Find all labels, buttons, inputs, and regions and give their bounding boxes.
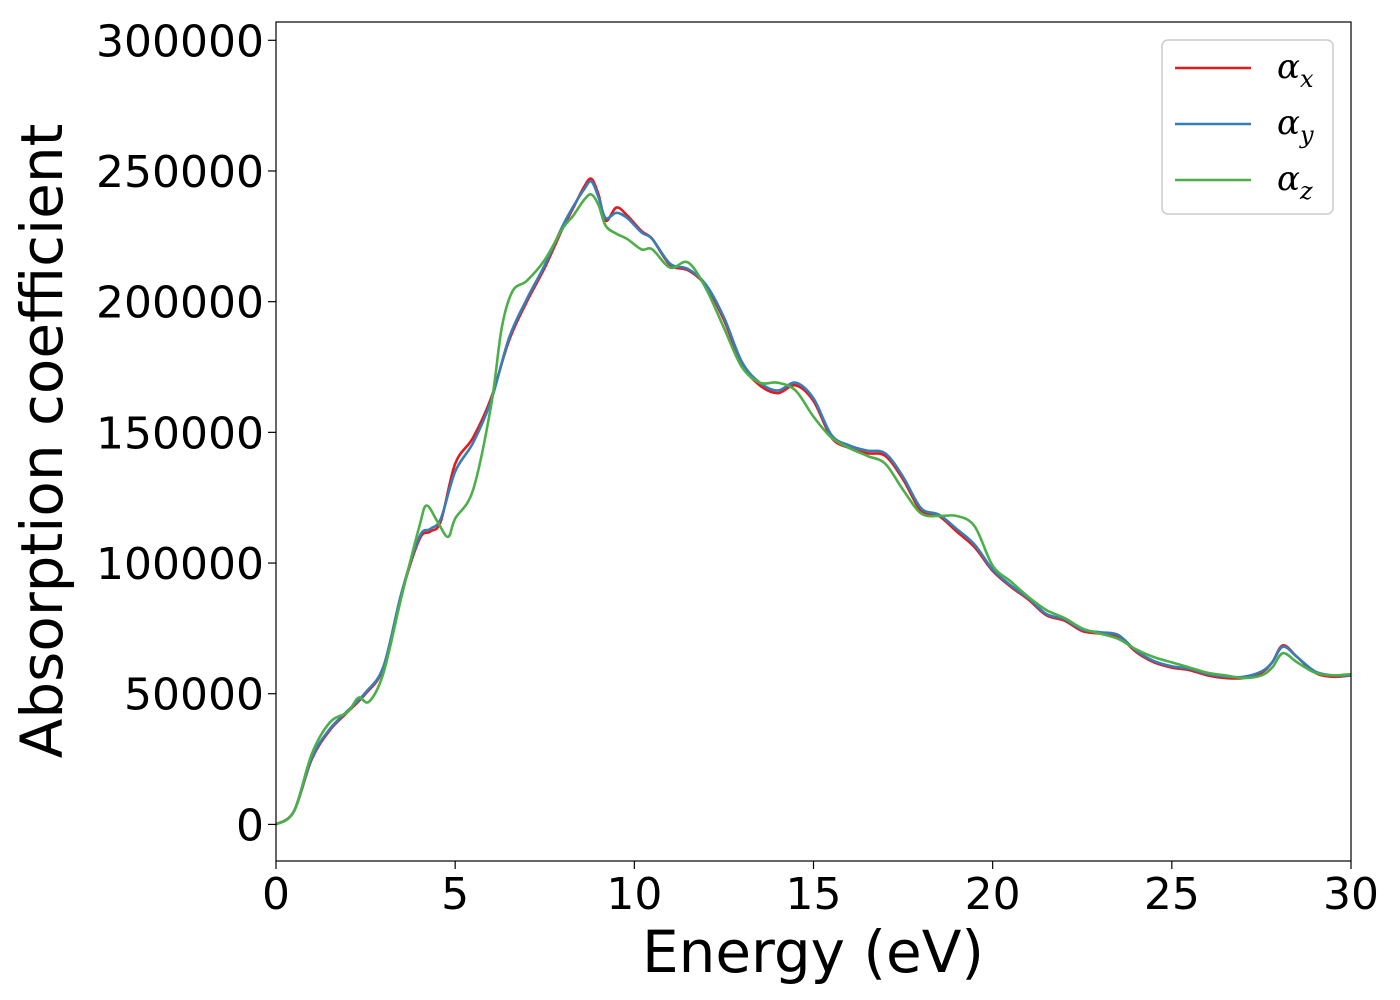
series-layer xyxy=(276,177,1351,826)
y-tick-label: 200000 xyxy=(96,278,264,329)
legend-box xyxy=(1161,39,1334,215)
series-line-alpha-z xyxy=(276,193,1351,826)
y-axis-title: Absorption coefficient xyxy=(8,124,76,759)
x-tick-label: 20 xyxy=(965,869,1021,920)
series-line-alpha-x xyxy=(276,177,1351,826)
x-tick-label: 25 xyxy=(1144,869,1200,920)
y-axis-ticks: 0 50000 100000 150000 200000 250000 300000 xyxy=(96,16,276,851)
x-tick-label: 15 xyxy=(786,869,842,920)
y-tick-label: 300000 xyxy=(96,16,264,67)
y-tick-label: 250000 xyxy=(96,147,264,198)
x-axis-ticks: 0 5 10 15 20 25 30 xyxy=(262,861,1379,920)
y-tick-label: 100000 xyxy=(96,539,264,590)
series-line-alpha-y xyxy=(276,179,1351,826)
x-tick-label: 10 xyxy=(606,869,662,920)
y-tick-label: 150000 xyxy=(96,408,264,459)
x-tick-label: 0 xyxy=(262,869,290,920)
y-tick-label: 50000 xyxy=(124,670,264,721)
x-tick-label: 30 xyxy=(1323,869,1379,920)
x-axis-title: Energy (eV) xyxy=(642,918,984,986)
y-tick-label: 0 xyxy=(236,800,264,851)
x-tick-label: 5 xyxy=(441,869,469,920)
